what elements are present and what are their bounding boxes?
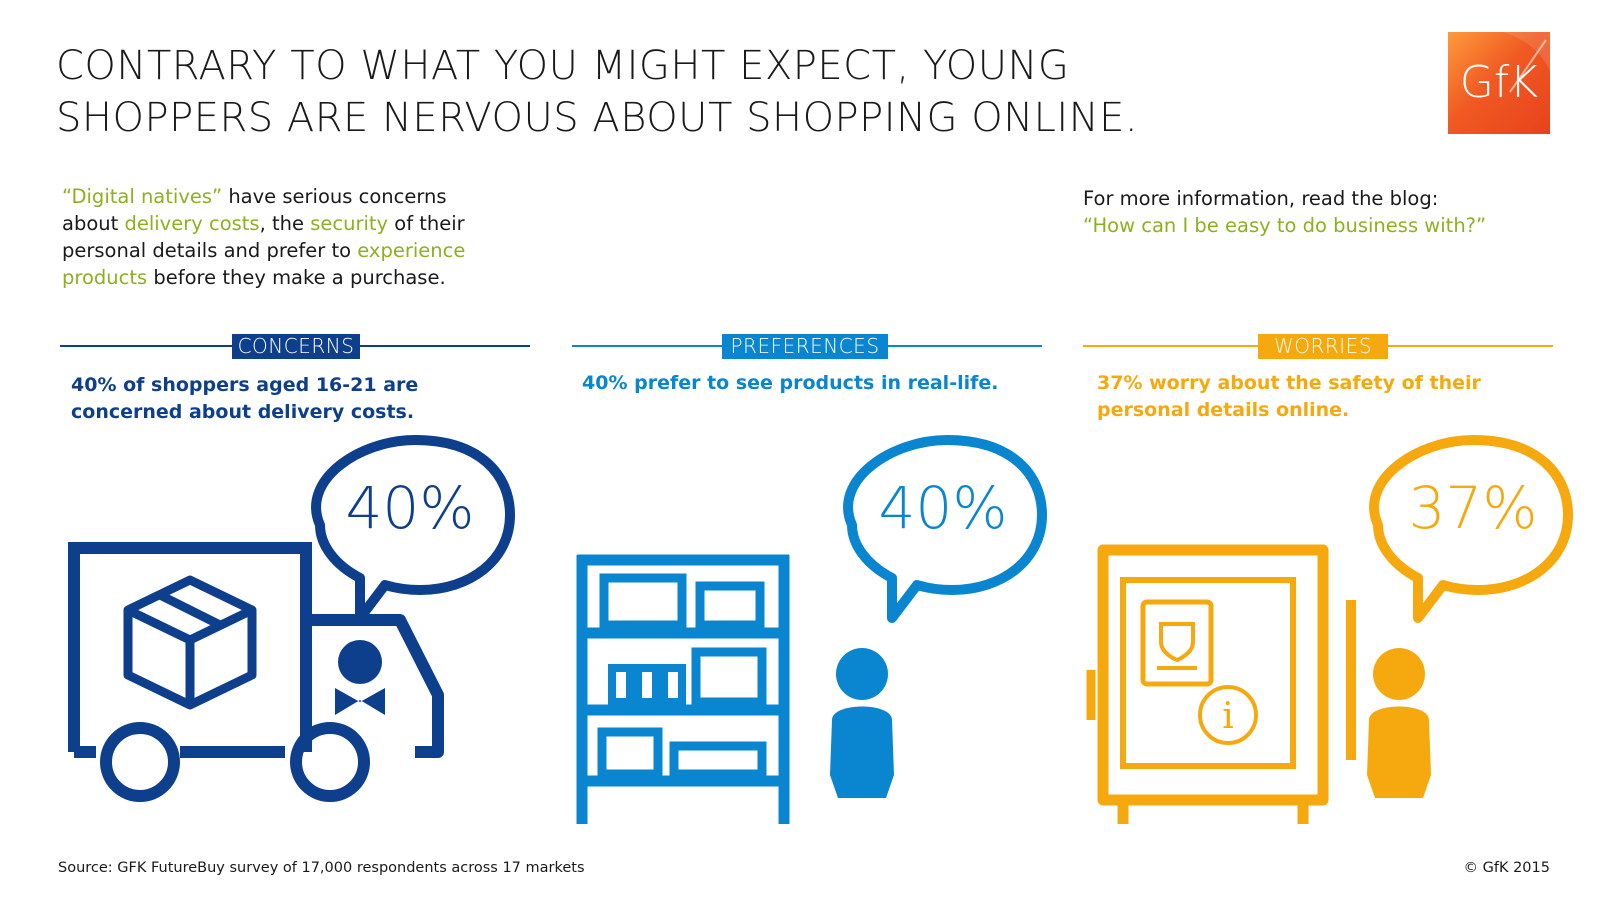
- blog-reference: For more information, read the blog: “Ho…: [1083, 185, 1543, 239]
- driver-person-icon: [335, 640, 385, 715]
- logo-text: GfK: [1459, 57, 1539, 108]
- concerns-tag: CONCERNS: [232, 334, 360, 359]
- preferences-percentage: 40%: [878, 474, 1008, 542]
- worries-stat-text: 37% worry about the safety of their pers…: [1097, 372, 1481, 421]
- intro-highlight-delivery-costs: delivery costs: [124, 212, 260, 235]
- preferences-illustration: [576, 435, 1047, 824]
- intro-text: have serious concerns about: [62, 185, 447, 235]
- blog-link[interactable]: “How can I be easy to do business with?”: [1083, 214, 1487, 237]
- concerns-percentage: 40%: [345, 474, 475, 542]
- worries-illustration: i: [1086, 435, 1573, 824]
- speech-bubble-icon: [1369, 435, 1573, 623]
- intro-text: before they make a purchase.: [147, 266, 446, 289]
- gfk-logo: GfK: [1448, 32, 1550, 134]
- delivery-truck-icon: [68, 542, 444, 802]
- worries-tag: WORRIES: [1258, 334, 1388, 359]
- concerns-stat-text: 40% of shoppers aged 16-21 are concerned…: [71, 374, 419, 423]
- intro-highlight-digital-natives: “Digital natives”: [62, 185, 223, 208]
- logo-swoosh-icon: [1503, 32, 1550, 93]
- intro-paragraph: “Digital natives” have serious concerns …: [62, 183, 502, 291]
- passport-icon: [1140, 599, 1214, 687]
- source-note: Source: GFK FutureBuy survey of 17,000 r…: [58, 860, 585, 876]
- svg-text:i: i: [1222, 696, 1234, 737]
- speech-bubble-icon: [843, 435, 1047, 623]
- shelf-icon: [576, 554, 790, 824]
- page-title-line-1: CONTRARY TO WHAT YOU MIGHT EXPECT, YOUNG: [56, 43, 1070, 89]
- concerns-illustration: [68, 435, 515, 802]
- worries-percentage: 37%: [1408, 474, 1538, 542]
- person-icon: [830, 648, 894, 798]
- info-icon: i: [1198, 685, 1258, 745]
- intro-highlight-experience-products: experience products: [62, 239, 466, 289]
- page-title-line-2: SHOPPERS ARE NERVOUS ABOUT SHOPPING ONLI…: [56, 95, 1139, 141]
- package-box-icon: [123, 575, 257, 710]
- intro-text: of their personal details and prefer to: [62, 212, 465, 262]
- copyright: © GfK 2015: [1463, 860, 1550, 876]
- intro-text: , the: [259, 212, 311, 235]
- intro-highlight-security: security: [310, 212, 389, 235]
- person-icon: [1367, 648, 1431, 798]
- preferences-tag: PREFERENCES: [722, 334, 888, 359]
- safe-icon: [1086, 544, 1356, 824]
- blog-prompt-text: For more information, read the blog:: [1083, 187, 1439, 210]
- speech-bubble-icon: [311, 435, 515, 623]
- page-title: CONTRARY TO WHAT YOU MIGHT EXPECT, YOUNG…: [56, 40, 1306, 144]
- preferences-stat-text: 40% prefer to see products in real-life.: [582, 372, 999, 394]
